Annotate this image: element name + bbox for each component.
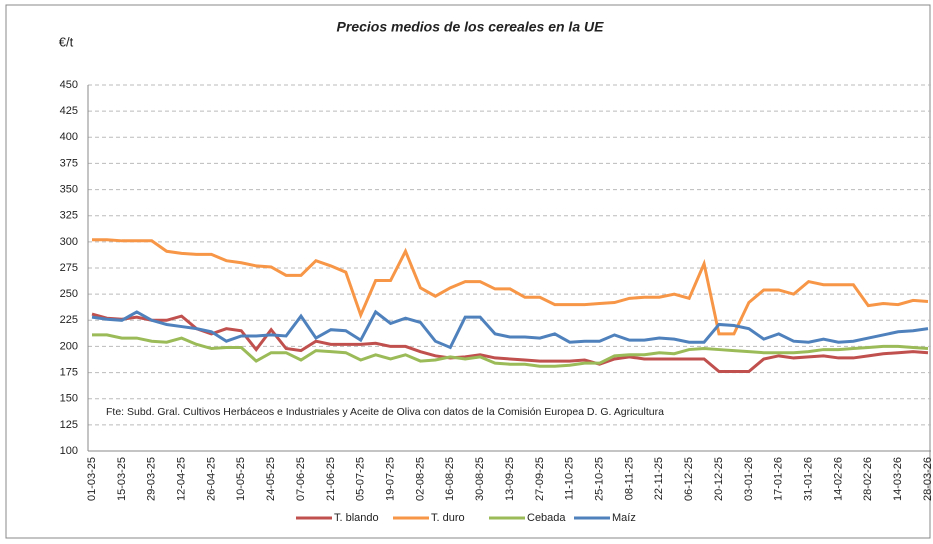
y-tick-label: 425 (60, 105, 78, 117)
series-line (91, 309, 929, 350)
x-tick-label: 14-03-26 (892, 457, 904, 501)
chart-border (5, 4, 931, 539)
x-tick-label: 17-01-26 (773, 457, 785, 501)
x-tick-label: 03-01-26 (743, 457, 755, 501)
x-tick-label: 07-06-25 (295, 457, 307, 501)
x-tick-label: 06-12-25 (683, 457, 695, 501)
y-tick-label: 350 (60, 183, 78, 195)
x-tick-label: 10-05-25 (235, 457, 247, 501)
x-tick-label: 31-01-26 (802, 457, 814, 501)
y-tick-label: 100 (60, 445, 78, 457)
series-line (92, 238, 929, 336)
x-tick-label: 12-04-25 (175, 457, 187, 501)
x-tick-label: 26-04-25 (205, 457, 217, 501)
legend-label: Maíz (612, 512, 636, 524)
y-tick-label: 225 (60, 314, 78, 326)
x-tick-label: 14-02-26 (832, 457, 844, 501)
x-tick-label: 01-03-25 (86, 457, 98, 501)
x-tick-label: 28-02-26 (862, 457, 874, 501)
x-tick-label: 25-10-25 (593, 457, 605, 501)
x-tick-label: 02-08-25 (414, 457, 426, 501)
legend-label: T. blando (334, 512, 379, 524)
y-tick-label: 300 (60, 236, 78, 248)
y-tick-label: 450 (60, 79, 78, 91)
y-tick-label: 175 (60, 366, 78, 378)
legend-label: T. duro (431, 512, 465, 524)
x-tick-label: 30-08-25 (474, 457, 486, 501)
x-tick-label: 08-11-25 (623, 457, 635, 500)
x-tick-label: 05-07-25 (355, 457, 367, 501)
x-tick-label: 29-03-25 (146, 457, 158, 501)
y-tick-label: 275 (60, 262, 78, 274)
x-tick-label: 15-03-25 (116, 457, 128, 501)
legend-label: Cebada (527, 512, 566, 524)
y-tick-label: 200 (60, 340, 78, 352)
x-tick-label: 20-12-25 (713, 457, 725, 501)
source-note: Fte: Subd. Gral. Cultivos Herbáceos e In… (106, 406, 664, 418)
y-tick-label: 150 (60, 393, 78, 405)
x-tick-label: 16-08-25 (444, 457, 456, 501)
x-tick-label: 13-09-25 (504, 457, 516, 501)
chart-title: Precios medios de los cereales en la UE (337, 19, 605, 35)
y-tick-label: 125 (60, 419, 78, 431)
y-tick-label: 250 (60, 288, 78, 300)
x-tick-label: 22-11-25 (653, 457, 665, 500)
x-tick-label: 24-05-25 (265, 457, 277, 501)
x-tick-label: 11-10-25 (564, 457, 576, 500)
x-tick-label: 27-09-25 (534, 457, 546, 501)
y-axis-label: €/t (59, 34, 74, 49)
x-tick-label: 21-06-25 (325, 457, 337, 501)
x-tick-label: 28-03-26 (922, 457, 933, 501)
y-tick-label: 375 (60, 157, 78, 169)
x-tick-label: 19-07-25 (384, 457, 396, 501)
y-tick-label: 325 (60, 210, 78, 222)
y-tick-label: 400 (60, 131, 78, 143)
series-line (91, 312, 929, 374)
series-line (92, 333, 929, 368)
